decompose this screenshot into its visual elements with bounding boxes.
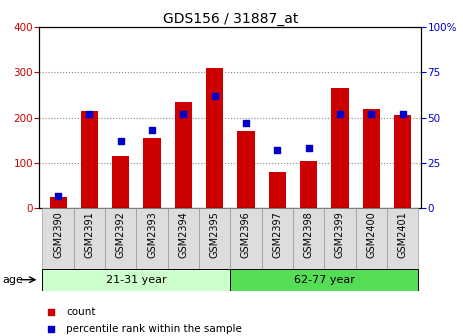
Text: GSM2395: GSM2395 <box>210 211 219 258</box>
Text: count: count <box>66 307 95 317</box>
Text: GSM2394: GSM2394 <box>178 211 188 258</box>
Bar <box>43 208 74 269</box>
Bar <box>168 208 199 269</box>
Text: GSM2397: GSM2397 <box>272 211 282 258</box>
Text: GSM2391: GSM2391 <box>84 211 94 258</box>
Point <box>86 111 93 117</box>
Point <box>117 138 125 144</box>
Point <box>47 326 55 331</box>
Bar <box>356 208 387 269</box>
Text: GSM2390: GSM2390 <box>53 211 63 258</box>
Bar <box>332 88 349 208</box>
Text: 21-31 year: 21-31 year <box>106 275 167 285</box>
Text: GSM2398: GSM2398 <box>304 211 313 258</box>
Bar <box>112 156 129 208</box>
Bar <box>74 208 105 269</box>
Text: 62-77 year: 62-77 year <box>294 275 355 285</box>
Bar <box>387 208 418 269</box>
Text: GSM2393: GSM2393 <box>147 211 157 258</box>
Bar <box>269 172 286 208</box>
Point <box>148 128 156 133</box>
Bar <box>43 269 231 291</box>
Bar <box>293 208 324 269</box>
Point <box>211 93 219 98</box>
Bar <box>137 208 168 269</box>
Bar <box>231 269 418 291</box>
Bar <box>231 208 262 269</box>
Bar <box>144 138 161 208</box>
Bar <box>238 131 255 208</box>
Bar <box>199 208 231 269</box>
Bar <box>324 208 356 269</box>
Bar <box>363 109 380 208</box>
Bar <box>300 161 317 208</box>
Point <box>180 111 187 117</box>
Bar <box>50 197 67 208</box>
Point <box>47 309 55 314</box>
Bar <box>81 111 98 208</box>
Point <box>336 111 344 117</box>
Bar <box>262 208 293 269</box>
Text: GSM2396: GSM2396 <box>241 211 251 258</box>
Bar <box>206 68 223 208</box>
Point <box>274 148 281 153</box>
Text: GSM2400: GSM2400 <box>366 211 376 258</box>
Text: GSM2392: GSM2392 <box>116 211 126 258</box>
Text: GSM2401: GSM2401 <box>398 211 407 258</box>
Point <box>242 120 250 126</box>
Bar <box>105 208 137 269</box>
Point <box>399 111 406 117</box>
Point <box>368 111 375 117</box>
Point <box>305 146 313 151</box>
Text: percentile rank within the sample: percentile rank within the sample <box>66 324 242 334</box>
Point <box>55 193 62 198</box>
Bar <box>175 102 192 208</box>
Text: GSM2399: GSM2399 <box>335 211 345 258</box>
Title: GDS156 / 31887_at: GDS156 / 31887_at <box>163 12 298 26</box>
Bar <box>394 115 411 208</box>
Text: age: age <box>2 275 23 285</box>
